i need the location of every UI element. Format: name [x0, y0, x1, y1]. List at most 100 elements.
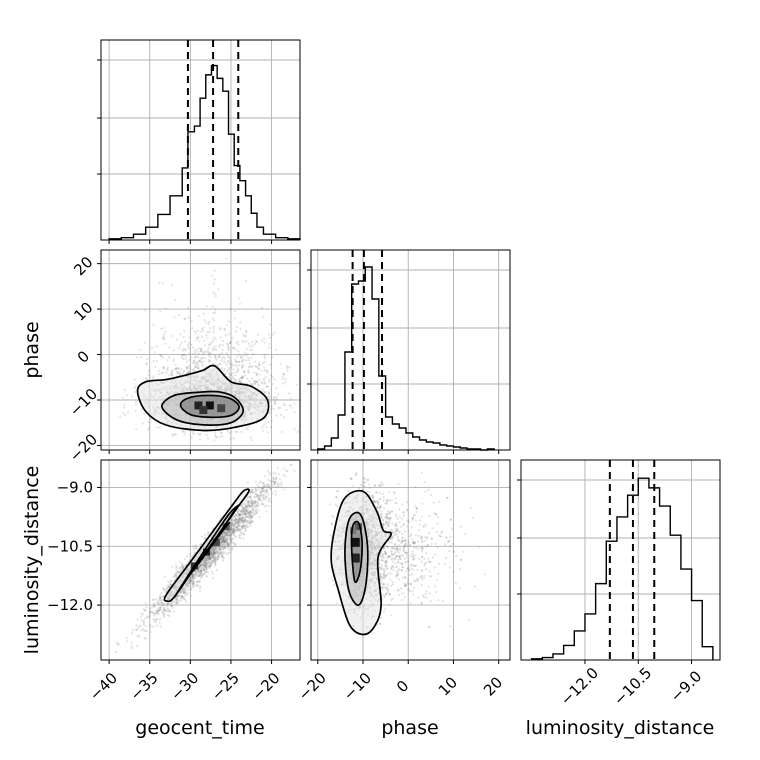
scatter-time-phase-point: [196, 329, 199, 332]
scatter-time-distance-point: [244, 512, 247, 515]
scatter-time-phase-point: [188, 358, 191, 362]
scatter-time-distance-point: [214, 550, 217, 553]
scatter-time-distance-point: [237, 520, 240, 523]
scatter-time-distance-point: [149, 624, 152, 627]
scatter-time-distance-point: [233, 522, 236, 526]
scatter-time-distance-point: [221, 535, 224, 538]
scatter-time-phase-point: [227, 320, 230, 323]
scatter-time-distance-point: [225, 533, 228, 537]
scatter-time-phase-point: [280, 430, 284, 433]
scatter-time-phase-point: [262, 315, 265, 318]
scatter-time-distance-point: [229, 533, 232, 536]
scatter-time-phase-point: [246, 377, 249, 380]
scatter-time-distance-point: [174, 563, 178, 566]
scatter-time-distance-point: [200, 564, 203, 567]
scatter-time-phase-point: [261, 390, 264, 393]
scatter-time-distance-point: [235, 521, 239, 525]
scatter-time-distance-point: [249, 520, 252, 523]
scatter-time-distance-point: [244, 509, 248, 512]
scatter-time-distance-point: [249, 495, 252, 498]
scatter-time-distance-point: [155, 618, 159, 621]
scatter-time-distance-point: [227, 530, 230, 533]
scatter-time-phase-point: [140, 407, 143, 411]
scatter-time-phase-point: [165, 371, 168, 375]
scatter-time-distance-point: [230, 520, 233, 524]
scatter-time-distance-point: [188, 579, 191, 582]
scatter-time-distance-point: [237, 521, 240, 524]
scatter-time-distance-point: [189, 581, 192, 584]
scatter-time-distance-point: [204, 566, 207, 569]
scatter-time-phase-point: [154, 365, 157, 369]
scatter-time-phase-point: [211, 317, 214, 320]
scatter-time-phase-point: [283, 416, 286, 419]
scatter-time-phase-point: [247, 342, 251, 345]
scatter-time-phase-point: [168, 374, 171, 377]
scatter-time-phase-point: [244, 335, 248, 338]
scatter-time-phase-point: [140, 355, 143, 359]
scatter-time-distance-point: [191, 580, 195, 583]
scatter-time-phase-point: [179, 372, 182, 376]
scatter-time-phase-point: [145, 357, 149, 361]
scatter-time-distance-point: [214, 556, 217, 559]
scatter-time-distance-point: [248, 492, 251, 495]
scatter-time-phase-point: [254, 380, 257, 383]
scatter-time-phase-point: [175, 366, 178, 370]
scatter-time-phase-point: [253, 342, 257, 346]
scatter-time-distance-point: [212, 554, 215, 557]
scatter-time-distance-point: [163, 613, 166, 616]
scatter-time-distance-point: [163, 588, 166, 591]
scatter-time-phase-point: [124, 413, 127, 417]
scatter-time-distance-point: [236, 509, 239, 513]
scatter-time-phase-point: [286, 366, 289, 369]
scatter-time-distance-point: [232, 525, 235, 528]
scatter-time-distance-point: [209, 561, 212, 564]
scatter-time-distance-point: [194, 573, 197, 576]
scatter-time-distance-point: [224, 543, 227, 546]
scatter-time-phase-point: [181, 430, 184, 433]
scatter-time-phase-point: [288, 366, 291, 369]
scatter-time-distance-point: [206, 562, 209, 565]
scatter-time-distance-point: [249, 495, 252, 498]
scatter-time-distance-point: [227, 542, 231, 545]
scatter-time-phase-point: [134, 409, 137, 413]
scatter-time-phase-point: [202, 356, 205, 359]
scatter-time-distance-point: [221, 540, 224, 543]
scatter-time-distance-point: [194, 575, 197, 578]
scatter-time-distance-point: [159, 607, 163, 610]
scatter-time-phase-point: [206, 350, 209, 353]
scatter-time-phase-point: [253, 371, 256, 374]
scatter-time-distance-point: [161, 609, 164, 613]
scatter-time-distance-point: [242, 523, 245, 527]
scatter-time-phase-point: [212, 282, 215, 285]
scatter-time-distance-point: [273, 483, 276, 486]
scatter-time-phase-point: [232, 437, 235, 440]
scatter-time-distance-point: [160, 604, 164, 607]
scatter-time-phase-point: [197, 356, 200, 359]
scatter-time-phase-point: [282, 402, 285, 405]
scatter-time-phase-point: [267, 390, 270, 394]
scatter-time-distance-point: [233, 542, 236, 545]
scatter-time-distance-point: [213, 551, 216, 554]
scatter-time-phase-point: [183, 329, 186, 333]
scatter-time-phase-point: [214, 356, 218, 359]
scatter-time-distance-point: [223, 530, 227, 534]
scatter-time-phase-point: [241, 376, 244, 379]
scatter-time-distance-point: [246, 505, 249, 508]
scatter-time-phase-point: [214, 435, 217, 438]
scatter-time-distance-point: [247, 516, 250, 520]
scatter-time-phase-point: [218, 327, 221, 330]
scatter-time-phase-point: [277, 406, 280, 409]
scatter-time-phase-point: [184, 430, 187, 433]
scatter-time-distance-point: [222, 538, 225, 541]
scatter-time-distance-point: [251, 520, 254, 523]
scatter-time-distance-point: [210, 550, 213, 554]
scatter-time-distance-point: [267, 498, 270, 501]
scatter-time-phase-point: [194, 332, 198, 335]
scatter-time-phase-point: [234, 364, 237, 367]
scatter-time-distance-point: [252, 495, 256, 498]
scatter-time-distance-point: [215, 551, 218, 554]
scatter-time-distance-point: [159, 597, 162, 600]
scatter-time-phase-point: [225, 364, 229, 367]
scatter-time-distance-point: [197, 574, 200, 577]
scatter-time-phase-point: [184, 354, 187, 357]
